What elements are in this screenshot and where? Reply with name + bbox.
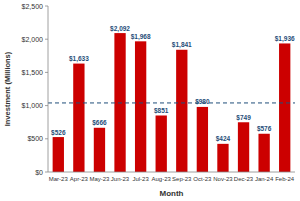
bar (53, 137, 64, 172)
y-tick (45, 172, 48, 173)
bar (279, 43, 290, 172)
x-tick-label: Feb-24 (275, 176, 295, 182)
data-label: $576 (257, 125, 272, 133)
y-tick-label: $2,000 (22, 36, 44, 43)
x-tick-label: Jan-24 (255, 176, 274, 182)
x-tick-label: Oct-23 (193, 176, 212, 182)
bar (94, 128, 105, 172)
x-tick-label: Jul-23 (132, 176, 149, 182)
y-tick-label: $2,500 (22, 3, 44, 10)
y-tick (45, 6, 48, 7)
data-label: $1,633 (69, 55, 89, 63)
data-label: $666 (92, 119, 107, 127)
data-label: $1,968 (131, 33, 151, 41)
x-tick-label: Dec-23 (234, 176, 254, 182)
y-tick (45, 72, 48, 73)
bar (73, 64, 84, 172)
y-tick-label: $500 (27, 135, 43, 142)
y-axis-title: Investment (Millions) (3, 51, 12, 126)
y-tick (45, 138, 48, 139)
bar (258, 134, 269, 172)
bar (217, 144, 228, 172)
x-tick-label: Aug-23 (152, 176, 172, 182)
x-axis-title: Month (160, 189, 184, 198)
data-label: $1,936 (275, 35, 295, 43)
data-label: $851 (154, 107, 169, 115)
x-axis (48, 172, 295, 173)
bar (238, 122, 249, 172)
y-tick-label: $0 (35, 169, 43, 176)
x-tick-label: Apr-23 (70, 176, 89, 182)
x-tick-label: Sep-23 (172, 176, 192, 182)
y-tick-label: $1,500 (22, 69, 44, 76)
chart-container: $0 $500 $1,000 $1,500 $2,000 $2,500 $526 $1,633… (0, 0, 300, 201)
reference-line (48, 102, 295, 103)
x-tick-label: Mar-23 (49, 176, 69, 182)
data-label: $2,092 (110, 25, 130, 33)
x-tick-label: May-23 (89, 176, 110, 182)
data-label: $980 (195, 98, 210, 106)
data-label: $526 (51, 129, 66, 137)
y-tick-label: $1,000 (22, 102, 44, 109)
bar (156, 115, 167, 172)
data-label: $424 (216, 135, 231, 143)
data-label: $749 (236, 114, 251, 122)
data-label: $1,841 (172, 41, 192, 49)
bar (197, 107, 208, 172)
x-tick-label: Nov-23 (213, 176, 233, 182)
bar (135, 41, 146, 172)
y-axis (48, 6, 49, 172)
x-tick-label: Jun-23 (111, 176, 130, 182)
chart-svg: $0 $500 $1,000 $1,500 $2,000 $2,500 $526 $1,633… (0, 0, 300, 201)
y-tick (45, 105, 48, 106)
bars (48, 33, 295, 172)
y-tick (45, 39, 48, 40)
bar (176, 50, 187, 172)
